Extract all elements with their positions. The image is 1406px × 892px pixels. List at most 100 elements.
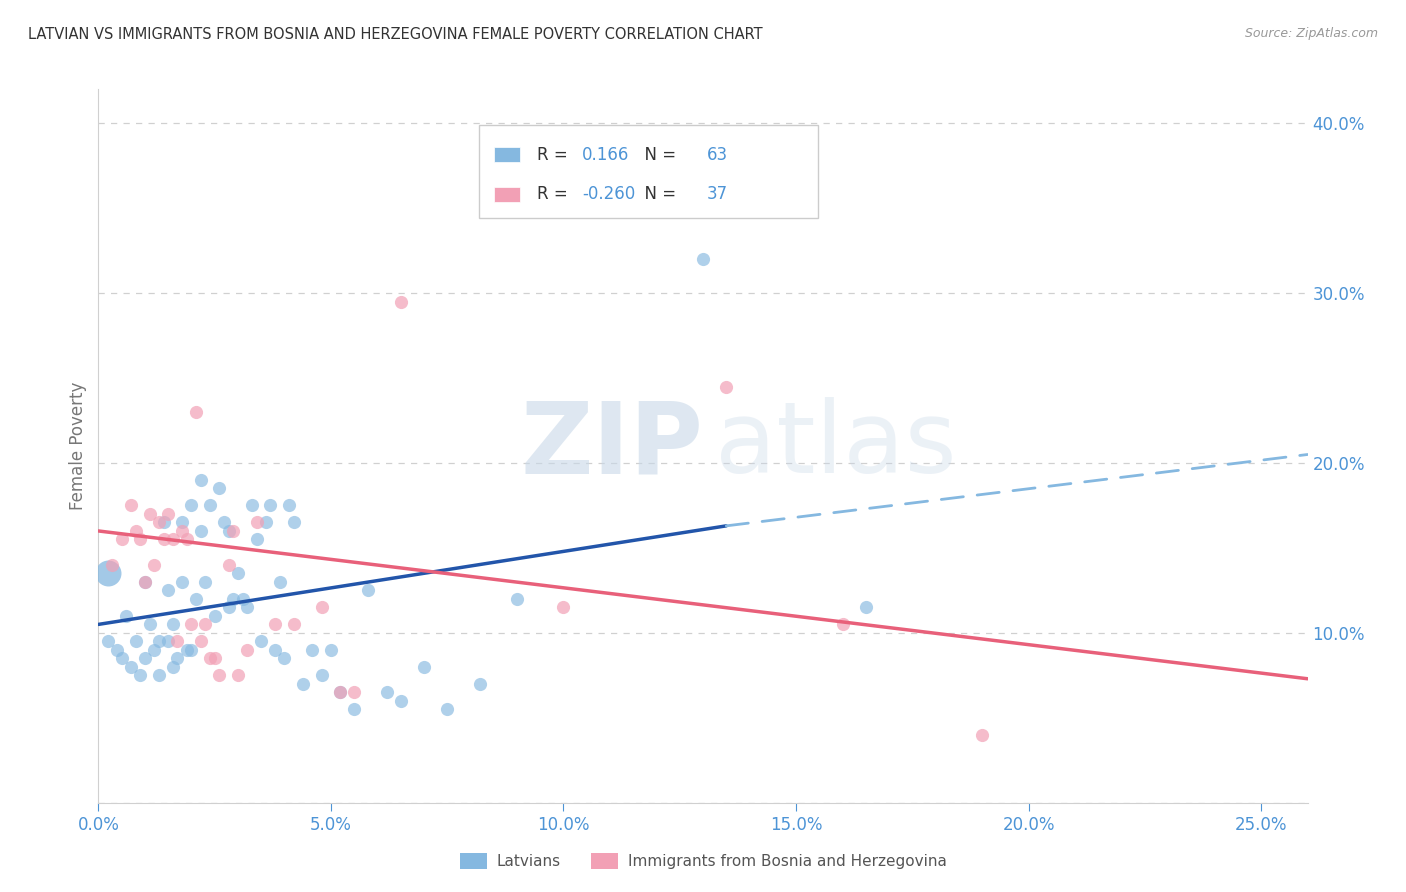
Point xyxy=(101,558,124,572)
Point xyxy=(301,643,323,657)
Point xyxy=(292,677,315,691)
Point xyxy=(198,651,221,665)
Point xyxy=(148,516,170,530)
Point xyxy=(105,643,128,657)
Point xyxy=(129,668,152,682)
Point xyxy=(115,608,138,623)
Point xyxy=(222,524,245,538)
Point xyxy=(311,668,333,682)
Point xyxy=(259,499,281,513)
Text: Source: ZipAtlas.com: Source: ZipAtlas.com xyxy=(1244,27,1378,40)
Point xyxy=(157,634,180,648)
Legend: Latvians, Immigrants from Bosnia and Herzegovina: Latvians, Immigrants from Bosnia and Her… xyxy=(454,847,952,875)
Point xyxy=(157,583,180,598)
Point xyxy=(436,702,458,716)
Point xyxy=(111,533,134,547)
Text: atlas: atlas xyxy=(716,398,956,494)
Text: 37: 37 xyxy=(707,186,728,203)
Point xyxy=(236,643,259,657)
Point xyxy=(148,668,170,682)
Point xyxy=(553,600,575,615)
Point xyxy=(375,685,398,699)
Point xyxy=(180,499,202,513)
Point xyxy=(97,566,120,581)
Point xyxy=(120,499,142,513)
Point xyxy=(138,507,160,521)
Point xyxy=(152,516,174,530)
Point xyxy=(176,643,198,657)
Point xyxy=(329,685,352,699)
Point xyxy=(319,643,342,657)
Point xyxy=(111,651,134,665)
Text: R =: R = xyxy=(537,145,579,163)
Point xyxy=(204,651,226,665)
Point xyxy=(218,558,240,572)
Point xyxy=(172,574,194,589)
Point xyxy=(152,533,174,547)
Point xyxy=(143,558,166,572)
Point xyxy=(157,507,180,521)
Point xyxy=(172,524,194,538)
Point xyxy=(143,643,166,657)
Text: R =: R = xyxy=(537,186,574,203)
Point xyxy=(236,600,259,615)
Text: ZIP: ZIP xyxy=(520,398,703,494)
Point xyxy=(283,516,305,530)
Text: -0.260: -0.260 xyxy=(582,186,636,203)
Point xyxy=(172,516,194,530)
Point xyxy=(254,516,277,530)
Point xyxy=(166,651,188,665)
Point xyxy=(134,651,156,665)
Point xyxy=(180,643,202,657)
Point xyxy=(190,524,212,538)
Point xyxy=(124,524,146,538)
Point xyxy=(283,617,305,632)
Point xyxy=(190,473,212,487)
FancyBboxPatch shape xyxy=(494,146,520,162)
Point xyxy=(264,617,287,632)
Point xyxy=(245,533,267,547)
Point xyxy=(311,600,333,615)
Point xyxy=(184,591,207,606)
Point xyxy=(129,533,152,547)
Text: 63: 63 xyxy=(707,145,728,163)
Point xyxy=(273,651,295,665)
Point xyxy=(389,694,412,708)
Point xyxy=(208,668,231,682)
Point xyxy=(831,617,853,632)
Point xyxy=(413,660,436,674)
Point xyxy=(278,499,301,513)
Point xyxy=(343,702,366,716)
Point xyxy=(148,634,170,648)
Point xyxy=(124,634,146,648)
Point xyxy=(468,677,491,691)
Point xyxy=(198,499,221,513)
Point xyxy=(226,566,249,581)
Point xyxy=(190,634,212,648)
Text: 0.166: 0.166 xyxy=(582,145,630,163)
Point xyxy=(329,685,352,699)
Point xyxy=(138,617,160,632)
Point xyxy=(134,574,156,589)
Point xyxy=(692,252,714,266)
Text: N =: N = xyxy=(634,186,682,203)
Point xyxy=(97,634,120,648)
Point xyxy=(204,608,226,623)
Point xyxy=(194,617,217,632)
FancyBboxPatch shape xyxy=(479,125,818,218)
Point xyxy=(218,600,240,615)
Point xyxy=(208,482,231,496)
Point xyxy=(162,533,184,547)
Point xyxy=(176,533,198,547)
Point xyxy=(222,591,245,606)
Point xyxy=(855,600,877,615)
Point xyxy=(245,516,267,530)
Point xyxy=(232,591,254,606)
Point xyxy=(162,660,184,674)
Text: N =: N = xyxy=(634,145,682,163)
FancyBboxPatch shape xyxy=(494,186,520,202)
Point xyxy=(970,728,993,742)
Point xyxy=(218,524,240,538)
Point xyxy=(166,634,188,648)
Point xyxy=(716,379,738,393)
